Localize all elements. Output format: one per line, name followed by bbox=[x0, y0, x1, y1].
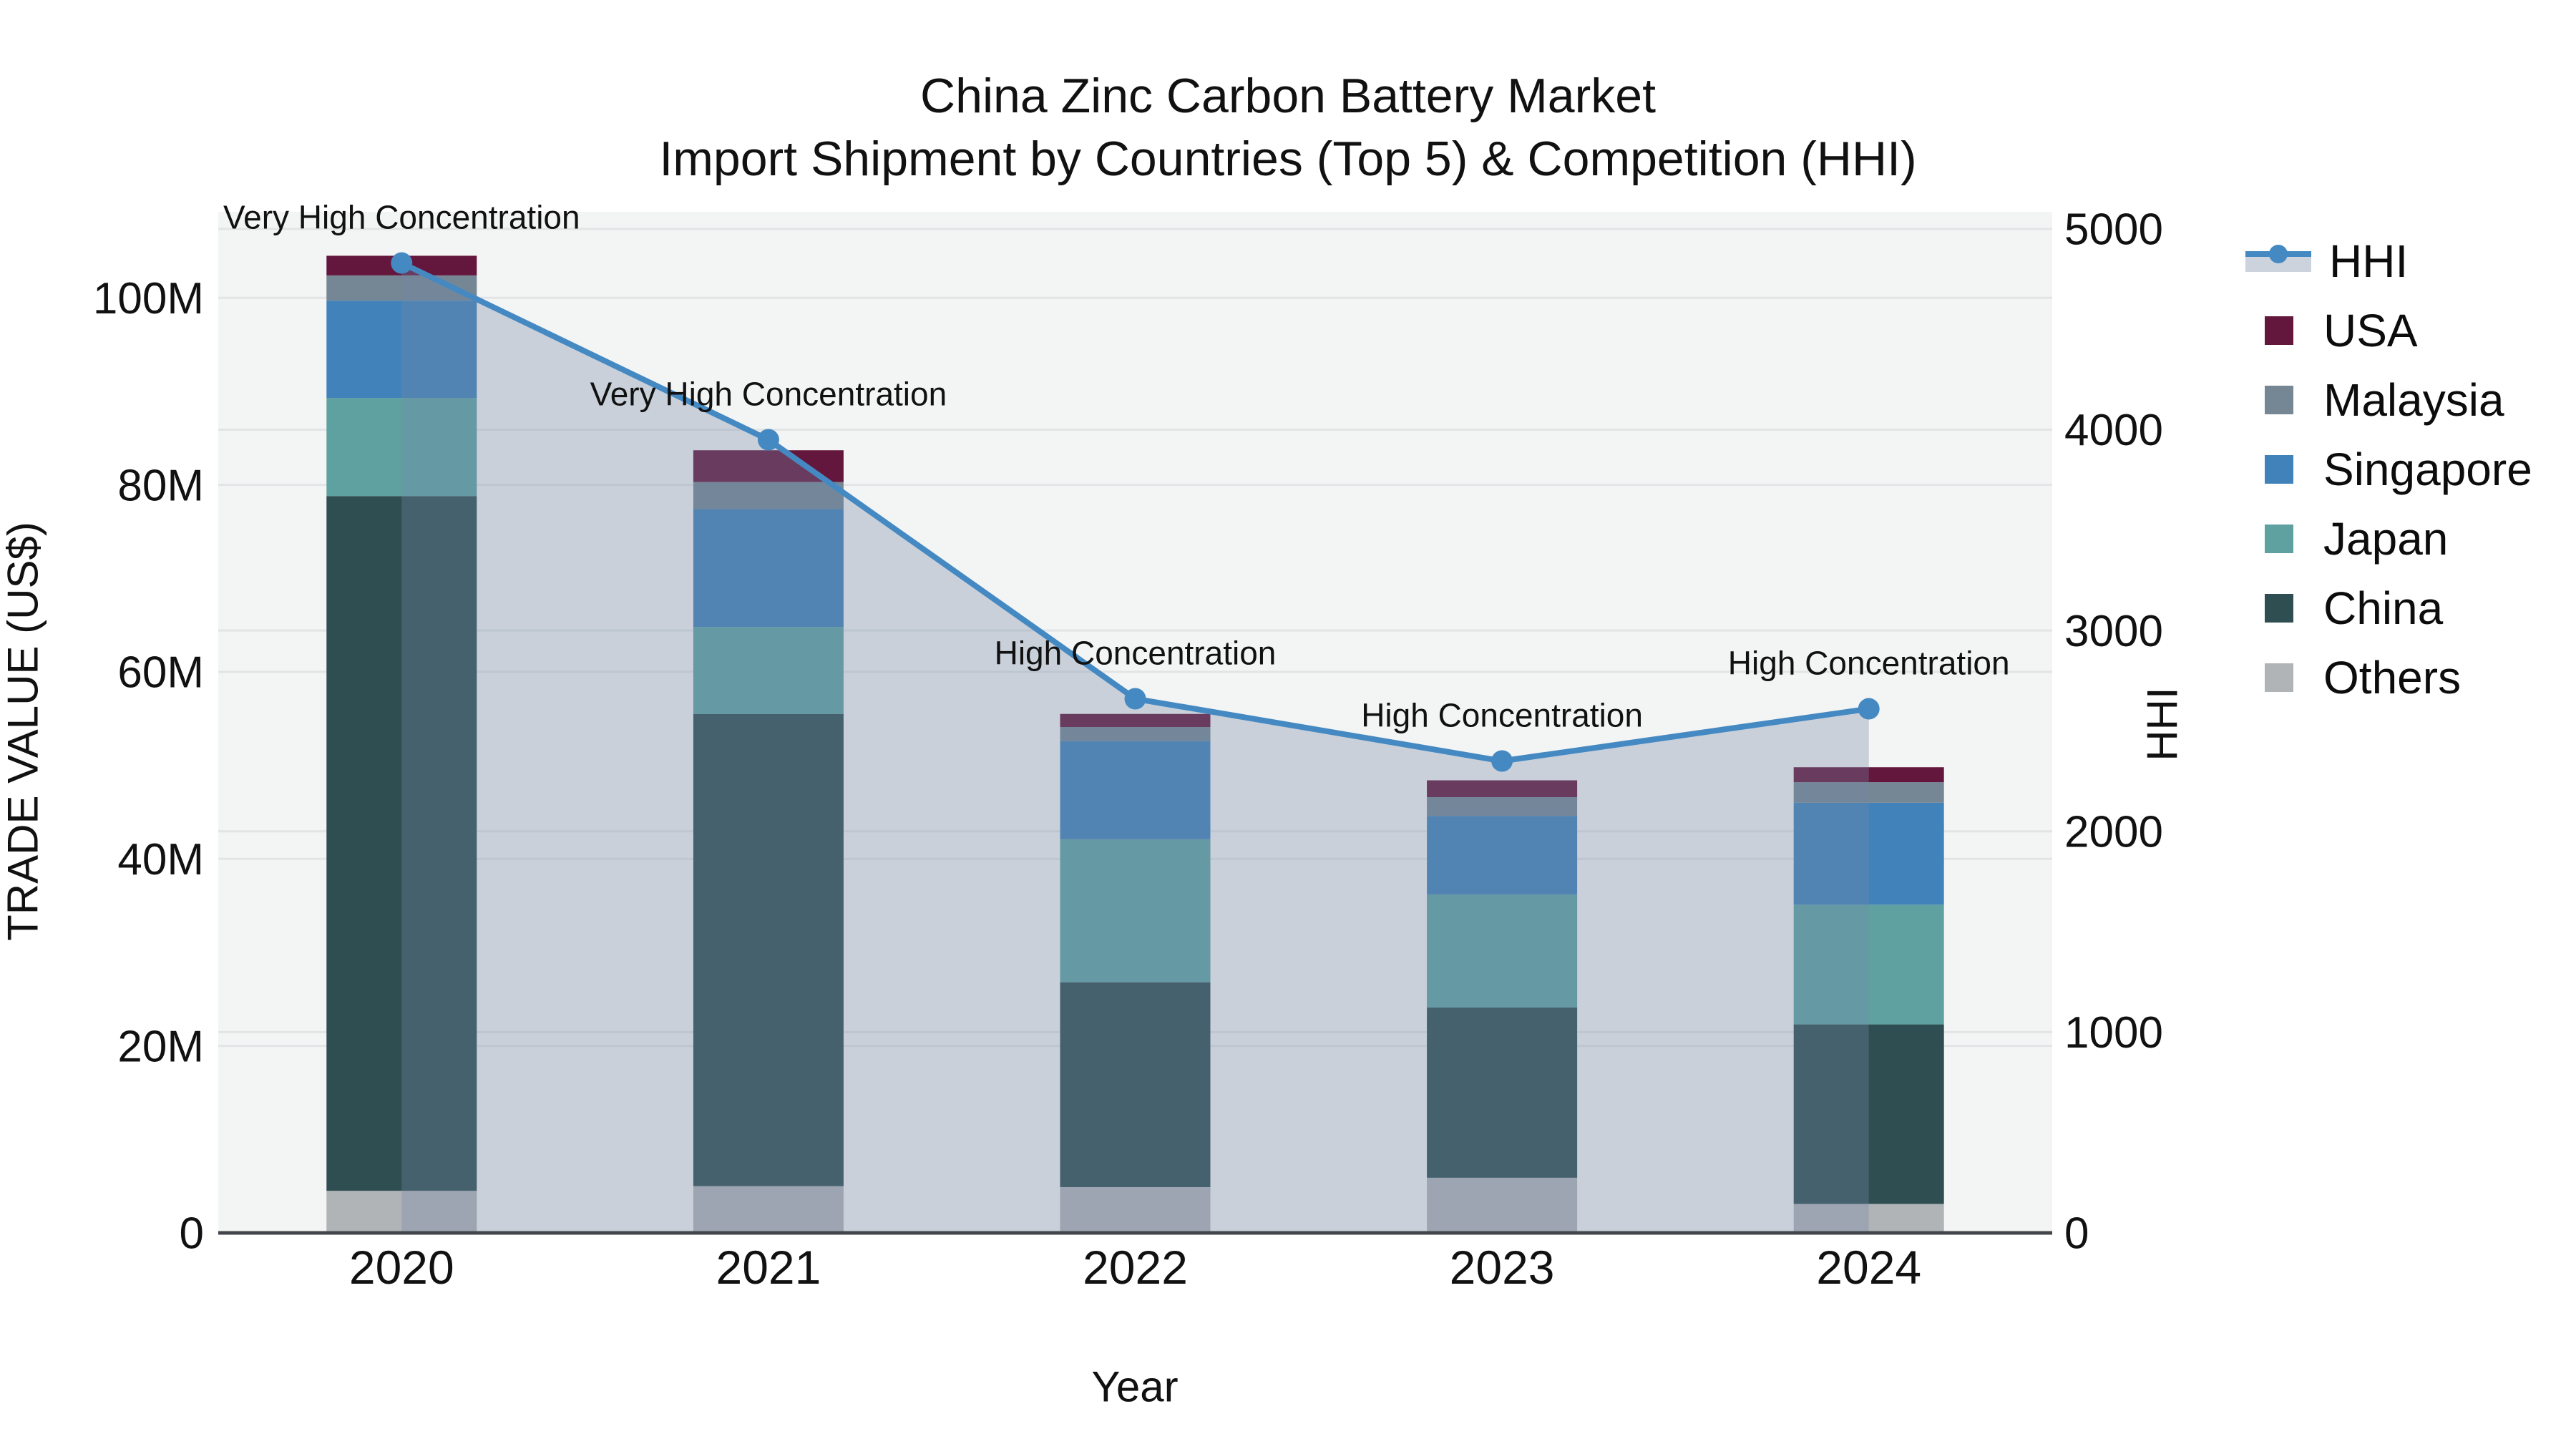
legend-swatch-icon bbox=[2265, 386, 2293, 414]
bar-segment-china-2023[interactable] bbox=[1427, 1008, 1578, 1178]
x-tick-2024: 2024 bbox=[1816, 1241, 1921, 1294]
annotation-2020: Very High Concentration bbox=[223, 199, 580, 236]
y-tick-100M: 100M bbox=[93, 274, 204, 323]
hhi-marker-2021[interactable] bbox=[757, 429, 779, 451]
y2-tick-5000: 5000 bbox=[2064, 205, 2163, 255]
bar-segment-usa-2022[interactable] bbox=[1060, 713, 1211, 728]
bar-segment-china-2022[interactable] bbox=[1060, 982, 1211, 1187]
x-axis-title: Year bbox=[1091, 1362, 1179, 1411]
bar-segment-others-2022[interactable] bbox=[1060, 1186, 1211, 1233]
y-tick-40M: 40M bbox=[117, 835, 204, 884]
legend-label: HHI bbox=[2329, 235, 2409, 287]
y2-tick-3000: 3000 bbox=[2064, 607, 2163, 656]
y2-tick-1000: 1000 bbox=[2064, 1008, 2163, 1058]
bar-segment-japan-2024[interactable] bbox=[1793, 904, 1944, 1025]
annotation-2022: High Concentration bbox=[995, 635, 1277, 672]
x-tick-2020: 2020 bbox=[349, 1241, 454, 1294]
y-tick-0: 0 bbox=[180, 1209, 204, 1259]
bar-segment-japan-2020[interactable] bbox=[326, 398, 477, 497]
hhi-line-swatch-icon bbox=[2245, 245, 2311, 273]
bar-segment-singapore-2023[interactable] bbox=[1427, 816, 1578, 894]
y2-tick-0: 0 bbox=[2064, 1209, 2089, 1259]
annotation-2021: Very High Concentration bbox=[590, 376, 947, 413]
hhi-marker-2022[interactable] bbox=[1124, 688, 1146, 710]
hhi-marker-2020[interactable] bbox=[391, 252, 413, 274]
bar-segment-japan-2021[interactable] bbox=[693, 627, 844, 714]
x-tick-2022: 2022 bbox=[1083, 1241, 1188, 1294]
legend-label: USA bbox=[2323, 305, 2418, 356]
bar-segment-others-2021[interactable] bbox=[693, 1186, 844, 1233]
bar-segment-others-2020[interactable] bbox=[326, 1191, 477, 1233]
bar-segment-japan-2022[interactable] bbox=[1060, 839, 1211, 982]
annotation-2023: High Concentration bbox=[1361, 697, 1643, 734]
legend-label: Others bbox=[2323, 652, 2462, 703]
legend-swatch-icon bbox=[2265, 455, 2293, 484]
legend-swatch-icon bbox=[2265, 316, 2293, 345]
bar-segment-japan-2023[interactable] bbox=[1427, 894, 1578, 1008]
legend-label: Malaysia bbox=[2323, 374, 2504, 426]
legend: HHI USA Malaysia Singapore Japan China Others bbox=[2245, 235, 2532, 726]
x-tick-2023: 2023 bbox=[1450, 1241, 1555, 1294]
bar-segment-others-2023[interactable] bbox=[1427, 1177, 1578, 1233]
legend-swatch-icon bbox=[2265, 594, 2293, 623]
legend-item-singapore[interactable]: Singapore bbox=[2245, 444, 2532, 495]
legend-swatch-icon bbox=[2265, 525, 2293, 553]
y-tick-60M: 60M bbox=[117, 648, 204, 698]
legend-item-others[interactable]: Others bbox=[2245, 652, 2532, 703]
hhi-area-fill bbox=[401, 263, 1869, 1233]
bar-segment-singapore-2021[interactable] bbox=[693, 509, 844, 628]
y2-axis-title: HHI bbox=[2138, 687, 2187, 761]
hhi-marker-2024[interactable] bbox=[1858, 698, 1880, 720]
y-tick-20M: 20M bbox=[117, 1022, 204, 1071]
bar-segment-singapore-2024[interactable] bbox=[1793, 802, 1944, 905]
bar-segment-malaysia-2023[interactable] bbox=[1427, 797, 1578, 816]
y2-tick-4000: 4000 bbox=[2064, 406, 2163, 455]
y2-tick-2000: 2000 bbox=[2064, 807, 2163, 857]
bar-segment-others-2024[interactable] bbox=[1793, 1204, 1944, 1233]
bar-segment-singapore-2022[interactable] bbox=[1060, 741, 1211, 839]
legend-item-malaysia[interactable]: Malaysia bbox=[2245, 374, 2532, 426]
hhi-marker-2023[interactable] bbox=[1491, 750, 1513, 772]
bar-segment-singapore-2020[interactable] bbox=[326, 301, 477, 399]
bar-segment-china-2020[interactable] bbox=[326, 496, 477, 1191]
legend-item-china[interactable]: China bbox=[2245, 582, 2532, 634]
legend-label: Singapore bbox=[2323, 444, 2532, 495]
legend-item-usa[interactable]: USA bbox=[2245, 305, 2532, 356]
bar-segment-malaysia-2024[interactable] bbox=[1793, 782, 1944, 803]
x-tick-2021: 2021 bbox=[716, 1241, 821, 1294]
bar-segment-china-2021[interactable] bbox=[693, 713, 844, 1186]
legend-label: Japan bbox=[2323, 513, 2449, 565]
legend-swatch-icon bbox=[2265, 663, 2293, 692]
chart-title-line1: China Zinc Carbon Battery Market bbox=[920, 69, 1656, 123]
annotation-2024: High Concentration bbox=[1728, 645, 2010, 682]
bar-segment-usa-2024[interactable] bbox=[1793, 767, 1944, 783]
legend-label: China bbox=[2323, 582, 2444, 634]
chart-title-line2: Import Shipment by Countries (Top 5) & C… bbox=[659, 132, 1917, 186]
bar-segment-china-2024[interactable] bbox=[1793, 1024, 1944, 1204]
bar-segment-malaysia-2021[interactable] bbox=[693, 482, 844, 509]
y-axis-title: TRADE VALUE (US$) bbox=[0, 522, 47, 941]
legend-item-japan[interactable]: Japan bbox=[2245, 513, 2532, 565]
bar-segment-usa-2023[interactable] bbox=[1427, 780, 1578, 798]
legend-item-hhi[interactable]: HHI bbox=[2245, 235, 2532, 287]
bar-segment-malaysia-2022[interactable] bbox=[1060, 727, 1211, 741]
y-tick-80M: 80M bbox=[117, 461, 204, 510]
